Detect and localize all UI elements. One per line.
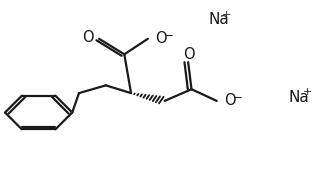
Text: Na: Na	[289, 89, 310, 105]
Text: O: O	[155, 31, 166, 46]
Text: O: O	[183, 47, 195, 62]
Text: Na: Na	[208, 12, 229, 27]
Text: −: −	[233, 91, 243, 104]
Text: O: O	[83, 30, 94, 45]
Text: +: +	[303, 87, 312, 97]
Text: +: +	[222, 10, 232, 20]
Text: O: O	[224, 93, 235, 108]
Text: −: −	[164, 29, 174, 42]
